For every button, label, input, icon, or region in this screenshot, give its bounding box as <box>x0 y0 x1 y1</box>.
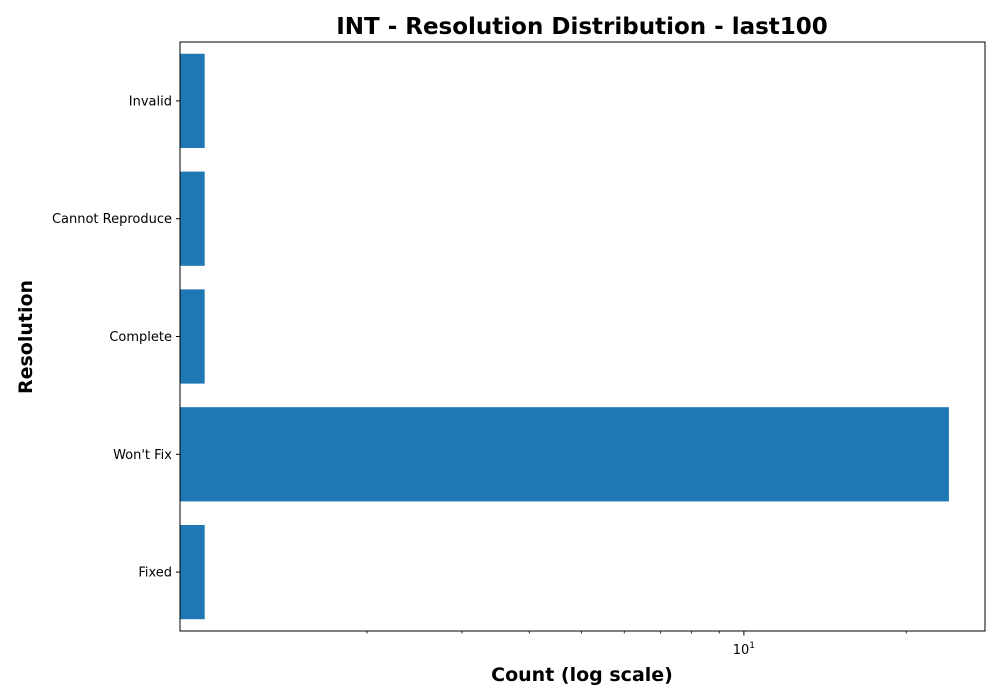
plot-frame <box>179 41 986 632</box>
x-tick-label-exponent: 1 <box>749 641 755 651</box>
bar-fixed <box>180 524 205 620</box>
y-tick-label-cannot-reproduce: Cannot Reproduce <box>52 212 172 227</box>
bar-cannot-reproduce <box>180 171 205 266</box>
y-tick-label-fixed: Fixed <box>138 566 172 581</box>
y-tick-label-invalid: Invalid <box>129 94 172 109</box>
x-tick-label-base: 10 <box>733 643 750 658</box>
y-tick-label-won-t-fix: Won't Fix <box>113 448 172 463</box>
chart-title: INT - Resolution Distribution - last100 <box>336 14 828 40</box>
bar-won-t-fix <box>180 407 949 502</box>
y-tick-label-complete: Complete <box>109 330 172 345</box>
x-axis-label: Count (log scale) <box>491 664 673 686</box>
y-axis-label: Resolution <box>15 280 37 394</box>
bars-group <box>180 53 949 620</box>
y-ticks-group: Fixed Won't Fix Complete Cannot Reproduce In… <box>52 94 180 581</box>
bar-invalid <box>180 53 205 149</box>
x-tick-label: 101 <box>733 641 755 658</box>
bar-complete <box>180 289 205 384</box>
x-ticks-group: 101 <box>366 631 907 658</box>
